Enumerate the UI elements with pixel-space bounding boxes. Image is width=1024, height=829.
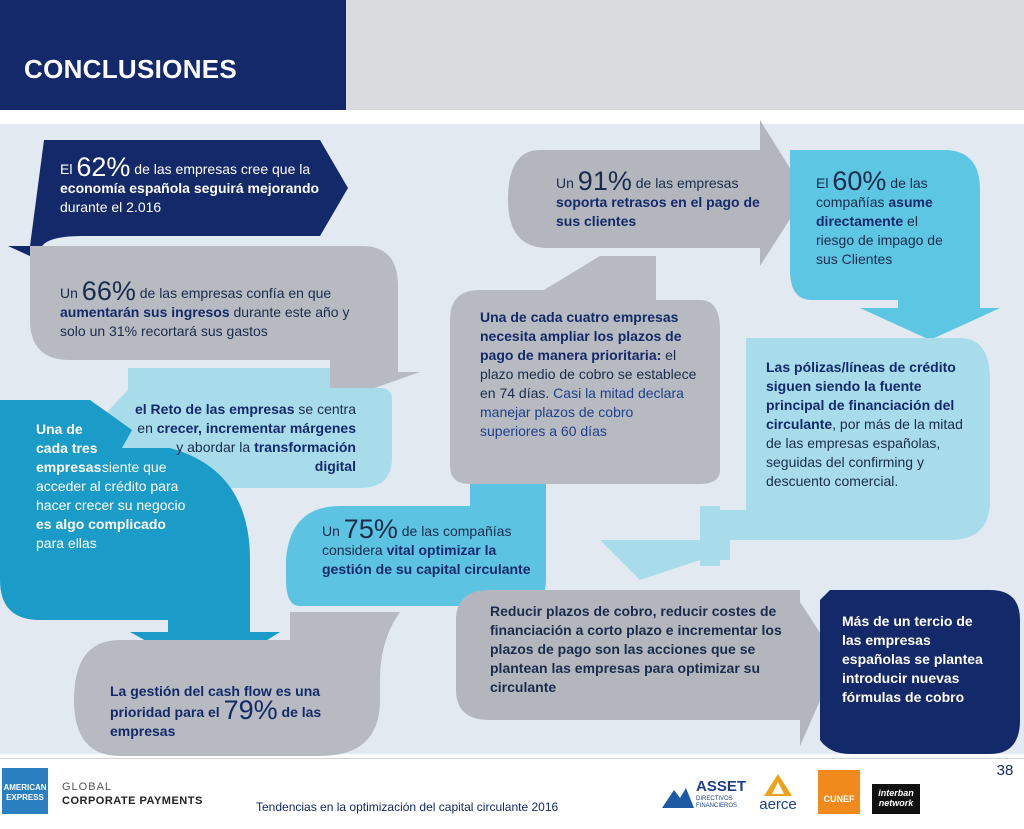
- aerce-triangle-icon: [764, 774, 792, 796]
- asset-logo: ASSET DIRECTIVOS FINANCIEROS: [660, 776, 750, 816]
- arrow-75-shape: [286, 448, 558, 606]
- reto-text: el Reto de las empresas se centra en cre…: [134, 401, 356, 474]
- tercio-text: Más de un tercio de las empresas español…: [842, 613, 983, 705]
- title-bar: CONCLUSIONES: [0, 0, 346, 110]
- arrow-polizas-shape: [720, 338, 990, 560]
- amex-logo: AMERICAN EXPRESS: [2, 768, 48, 814]
- brand-global: GLOBAL: [62, 781, 113, 793]
- tres-text: Una de cada tres empresas siente que acc…: [36, 421, 186, 551]
- arrow-polizas-tip: [600, 506, 720, 580]
- arrow-cash-shape: [74, 612, 400, 756]
- report-title: Tendencias en la optimización del capita…: [256, 800, 559, 814]
- reducir-text: Reducir plazos de cobro, reducir costes …: [490, 603, 782, 695]
- asset-subtitle: DIRECTIVOS FINANCIEROS: [696, 796, 738, 809]
- cuatro-text: Una de cada cuatro empresas necesita amp…: [480, 309, 697, 439]
- arrow-66-shape: [30, 246, 420, 396]
- header-band: [346, 0, 1024, 110]
- interban-logo: interban network: [872, 784, 920, 814]
- arrow-62-shape: [8, 140, 348, 278]
- stat-66-text: Un 66% de las empresas confía en que aum…: [60, 276, 350, 340]
- stat-62-text: El 62% de las empresas cree que la econo…: [60, 152, 320, 216]
- page-number: 38: [996, 762, 1014, 779]
- cunef-logo: CUNEF: [818, 770, 860, 814]
- arrow-cuatro-shape: [450, 256, 720, 484]
- footer-bar: [0, 758, 1024, 829]
- cash-flow-text: La gestión del cash flow es una priorida…: [110, 683, 322, 739]
- asset-mountain-icon: [662, 788, 694, 808]
- arrow-91-shape: [508, 120, 806, 266]
- brand-corporate-payments: CORPORATE PAYMENTS: [62, 795, 203, 807]
- amex-logo-line1: AMERICAN: [3, 783, 47, 792]
- arrow-tercio-shape: [820, 590, 1020, 754]
- stat-75-text: Un 75% de las compañías considera vital …: [322, 514, 531, 578]
- stat-91-text: Un 91% de las empresas soporta retrasos …: [556, 166, 760, 230]
- arrow-reducir-shape: [456, 590, 838, 746]
- aerce-logo: aerce: [752, 772, 804, 816]
- page-title: CONCLUSIONES: [24, 54, 238, 84]
- cunef-name: CUNEF: [823, 794, 855, 804]
- polizas-text: Las pólizas/líneas de crédito siguen sie…: [766, 359, 963, 489]
- amex-logo-line2: EXPRESS: [6, 793, 44, 802]
- asset-name: ASSET: [696, 778, 747, 795]
- arrow-tres-shape: [0, 400, 280, 676]
- aerce-name: aerce: [759, 796, 797, 813]
- arrow-60-shape: [790, 150, 1000, 340]
- interban-name: interban network: [878, 788, 914, 808]
- stat-60-text: El 60% de las compañías asume directamen…: [816, 166, 943, 268]
